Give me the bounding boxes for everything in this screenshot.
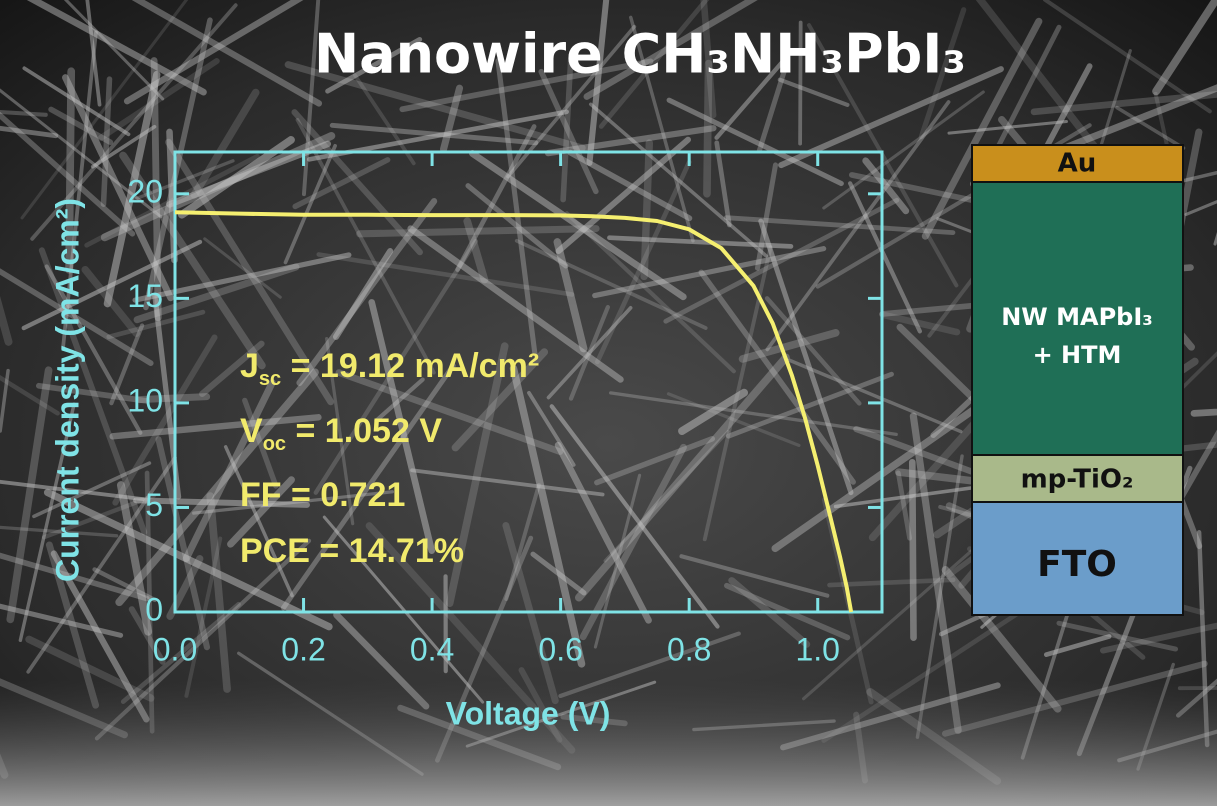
annotation-part: V: [240, 412, 263, 450]
x-tick-label: 0.4: [410, 631, 454, 667]
layer-label: + HTM: [1033, 341, 1122, 369]
layer-stack: Au NW MAPbI₃ + HTM mp-TiO₂ FTO: [972, 145, 1183, 615]
annotation-part: sc: [259, 368, 281, 390]
annotation-part: = 1.052 V: [286, 412, 442, 450]
annotation-part: oc: [263, 433, 286, 455]
x-tick-label: 0.6: [538, 631, 582, 667]
layer-label: NW MAPbI₃: [1001, 303, 1153, 331]
annotation-part: FF = 0.721: [240, 476, 405, 514]
figure: Nanowire CH₃NH₃PbI₃ Voltage (V) Current …: [0, 0, 1217, 806]
y-tick-label: 0: [145, 591, 163, 627]
fiber: [912, 462, 913, 637]
layer-label: Au: [1058, 149, 1097, 179]
y-axis-title: Current density (mA/cm²): [49, 198, 85, 582]
x-tick-label: 0.8: [667, 631, 711, 667]
x-tick-label: 0.2: [281, 631, 325, 667]
y-tick-label: 10: [127, 382, 163, 418]
fiber: [644, 143, 649, 276]
y-tick-label: 15: [127, 278, 163, 314]
layer-label: FTO: [1037, 544, 1117, 585]
annotation: FF = 0.721: [240, 476, 405, 514]
x-tick-label: 0.0: [153, 631, 197, 667]
y-tick-label: 20: [127, 173, 163, 209]
annotation-part: PCE = 14.71%: [240, 532, 464, 570]
annotation-part: J: [240, 347, 259, 385]
annotation: PCE = 14.71%: [240, 532, 464, 570]
annotation-part: = 19.12 mA/cm²: [281, 347, 539, 385]
annotation: Jsc = 19.12 mA/cm²: [240, 347, 539, 390]
chart-title: Nanowire CH₃NH₃PbI₃: [314, 23, 966, 86]
x-axis-title: Voltage (V): [446, 695, 611, 731]
x-tick-label: 1.0: [795, 631, 839, 667]
y-tick-label: 5: [145, 487, 163, 523]
layer-label: mp-TiO₂: [1021, 465, 1134, 495]
